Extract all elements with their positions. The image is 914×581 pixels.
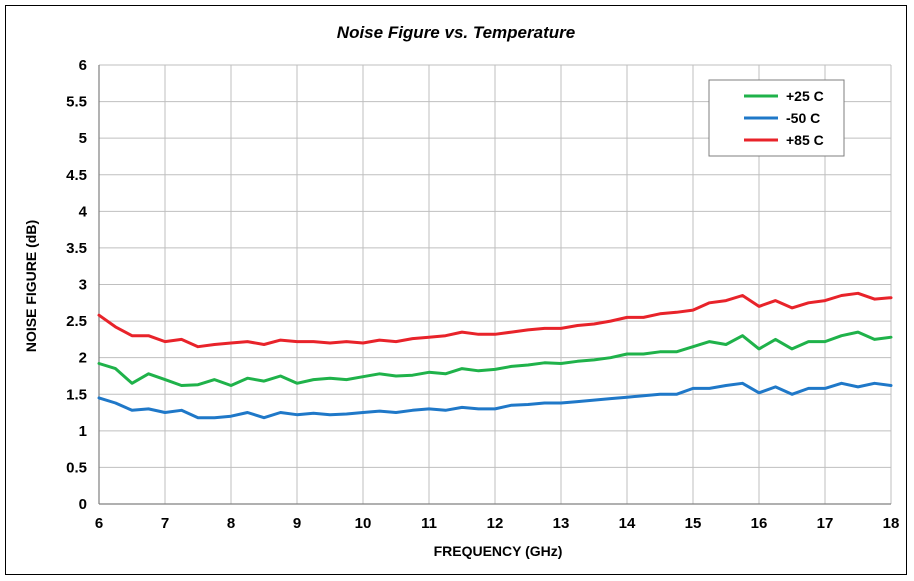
y-tick-label: 6 — [79, 57, 87, 74]
y-tick-label: 2.5 — [66, 313, 87, 330]
x-tick-label: 13 — [553, 515, 570, 532]
x-tick-label: 9 — [293, 515, 301, 532]
x-tick-label: 18 — [883, 515, 900, 532]
series-line-3 — [97, 291, 893, 349]
grid-layer — [98, 64, 892, 505]
legend-label: +85 C — [786, 132, 824, 148]
y-tick-label: 1.5 — [66, 386, 87, 403]
x-tick-label: 15 — [685, 515, 702, 532]
chart-title: Noise Figure vs. Temperature — [337, 23, 575, 42]
x-tick-label: 10 — [355, 515, 372, 532]
series-layer — [97, 291, 893, 420]
y-tick-label: 4.5 — [66, 167, 87, 184]
y-axis-title: NOISE FIGURE (dB) — [23, 220, 39, 352]
y-tick-label: 0 — [79, 496, 87, 513]
series-line-1 — [97, 330, 893, 387]
x-tick-label: 6 — [95, 515, 103, 532]
y-tick-label: 5.5 — [66, 94, 87, 111]
tick-layer: 0 0.5 1 1.5 2 2.5 3 3.5 4 4.5 5 5.5 6 6 7 8 9 10 11 12 13 14 1… — [66, 57, 899, 532]
y-tick-label: 3 — [79, 277, 87, 294]
y-tick-label: 3.5 — [66, 240, 87, 257]
x-tick-label: 11 — [421, 515, 437, 532]
y-tick-label: 1 — [79, 423, 87, 440]
y-tick-label: 2 — [79, 350, 87, 367]
y-tick-label: 4 — [79, 203, 88, 220]
x-axis-title: FREQUENCY (GHz) — [434, 543, 563, 559]
noise-figure-chart: Noise Figure vs. Temperature 0 0.5 1 1.5 2 2.… — [23, 23, 899, 559]
x-tick-label: 8 — [227, 515, 235, 532]
x-tick-label: 17 — [817, 515, 834, 532]
x-tick-label: 16 — [751, 515, 768, 532]
x-tick-label: 12 — [487, 515, 504, 532]
chart-frame: Noise Figure vs. Temperature 0 0.5 1 1.5 2 2.… — [5, 5, 907, 575]
y-tick-label: 5 — [79, 130, 87, 147]
y-tick-label: 0.5 — [66, 459, 87, 476]
x-tick-label: 7 — [161, 515, 169, 532]
legend: +25 C -50 C +85 C — [708, 79, 845, 157]
legend-label: +25 C — [786, 88, 824, 104]
legend-label: -50 C — [786, 110, 820, 126]
series-line-2 — [97, 381, 893, 420]
x-tick-label: 14 — [619, 515, 636, 532]
